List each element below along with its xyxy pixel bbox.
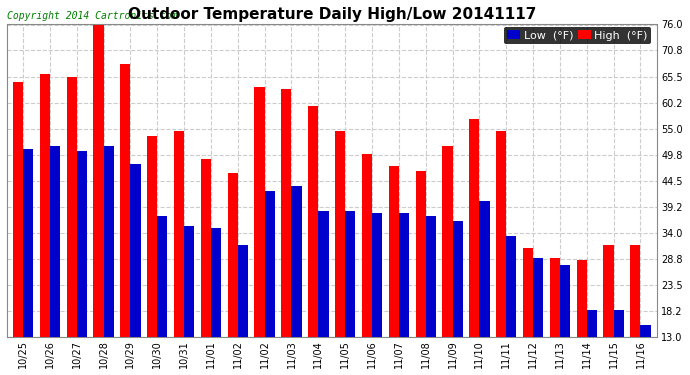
Bar [120,64,130,337]
Bar [388,166,399,337]
Bar [372,213,382,337]
Bar [228,174,238,337]
Bar [265,191,275,337]
Bar [453,220,463,337]
Bar [415,171,426,337]
Bar [23,148,33,337]
Bar [211,228,221,337]
Bar [40,74,50,337]
Bar [255,87,265,337]
Bar [469,119,480,337]
Bar [560,265,570,337]
Bar [66,76,77,337]
Bar [318,211,328,337]
Bar [335,131,345,337]
Bar [523,248,533,337]
Bar [50,146,60,337]
Legend: Low  (°F), High  (°F): Low (°F), High (°F) [504,27,651,44]
Bar [480,201,490,337]
Bar [174,131,184,337]
Bar [550,258,560,337]
Bar [604,245,613,337]
Bar [426,216,436,337]
Title: Outdoor Temperature Daily High/Low 20141117: Outdoor Temperature Daily High/Low 20141… [128,7,536,22]
Bar [577,260,586,337]
Bar [613,310,624,337]
Bar [308,106,318,337]
Bar [282,89,291,337]
Bar [291,186,302,337]
Bar [533,258,543,337]
Bar [184,226,195,337]
Bar [506,236,516,337]
Bar [13,82,23,337]
Bar [640,325,651,337]
Bar [586,310,597,337]
Bar [157,216,168,337]
Bar [442,146,453,337]
Bar [77,151,87,337]
Bar [238,245,248,337]
Bar [104,146,114,337]
Bar [362,154,372,337]
Bar [93,24,104,337]
Bar [496,131,506,337]
Bar [345,211,355,337]
Bar [399,213,409,337]
Bar [147,136,157,337]
Bar [201,159,211,337]
Text: Copyright 2014 Cartronics.com: Copyright 2014 Cartronics.com [7,11,177,21]
Bar [130,164,141,337]
Bar [630,245,640,337]
